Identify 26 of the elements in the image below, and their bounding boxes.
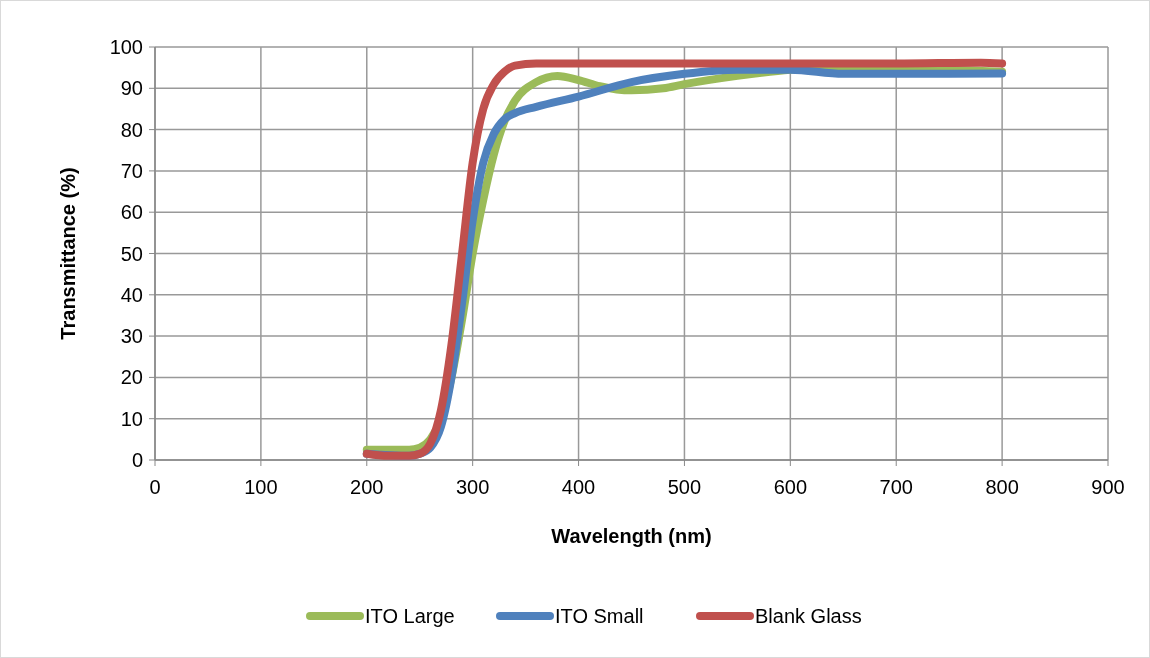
y-tick-label: 10 (120, 407, 143, 430)
y-tick-label: 60 (120, 201, 143, 224)
y-tick-label: 30 (120, 325, 143, 348)
y-tick-label: 70 (120, 159, 143, 182)
y-tick-label: 80 (120, 118, 143, 141)
y-tick-label: 100 (109, 36, 143, 58)
x-tick-label: 500 (667, 476, 702, 498)
y-tick-label: 0 (131, 449, 143, 471)
x-tick-label: 800 (985, 476, 1019, 498)
x-axis-title: Wavelength (nm) (551, 525, 712, 547)
x-tick-label: 900 (1091, 476, 1125, 498)
x-tick-label: 100 (244, 476, 278, 498)
legend-label: ITO Large (365, 605, 455, 627)
legend-label: ITO Small (555, 605, 644, 627)
x-tick-label: 300 (455, 476, 490, 498)
x-tick-label: 700 (879, 476, 913, 498)
legend-label: Blank Glass (755, 605, 862, 627)
x-tick-label: 400 (561, 476, 596, 498)
y-axis-title: Transmittance (%) (57, 167, 79, 340)
y-tick-label: 40 (120, 283, 143, 306)
y-tick-label: 20 (120, 366, 143, 389)
x-tick-label: 600 (773, 476, 808, 498)
y-tick-label: 90 (120, 77, 143, 100)
x-tick-label: 200 (350, 476, 384, 498)
y-tick-label: 50 (120, 242, 143, 265)
x-tick-label: 0 (149, 476, 161, 498)
